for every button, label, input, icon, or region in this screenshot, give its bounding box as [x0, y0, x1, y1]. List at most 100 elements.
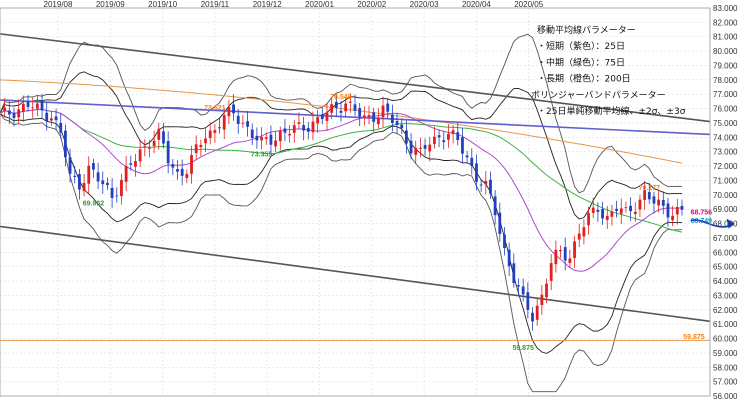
candle-body — [250, 129, 254, 139]
parameter-note: ・25日単純移動平均線、±2σ、±3σ — [537, 105, 686, 117]
candle-body — [134, 160, 137, 167]
y-tick-label: 83.000 — [713, 4, 738, 13]
candle-body — [498, 212, 502, 234]
candle-body — [619, 208, 623, 214]
candle-body — [283, 128, 287, 133]
candle-body — [633, 211, 637, 214]
candle-body — [643, 190, 647, 200]
candle-body — [428, 144, 432, 152]
candle-body — [246, 121, 249, 127]
y-tick-label: 59.000 — [713, 349, 738, 358]
candle-body — [573, 241, 576, 258]
candle-body — [545, 283, 548, 298]
candle-body — [512, 263, 516, 284]
candle-body — [671, 215, 675, 221]
candle-body — [110, 187, 114, 198]
candle-body — [615, 208, 618, 212]
candle-body — [638, 199, 642, 210]
candle-body — [507, 249, 511, 267]
price-label: 76.540 — [330, 94, 352, 101]
candle-body — [624, 207, 628, 209]
candle-body — [442, 140, 446, 143]
candle-body — [129, 163, 133, 165]
price-label: 69.962 — [83, 200, 105, 207]
candle-body — [554, 249, 558, 265]
candle-body — [605, 215, 609, 221]
candle-body — [96, 172, 100, 182]
x-tick-label: 2020/02 — [357, 0, 386, 9]
candle-body — [92, 163, 95, 170]
x-tick-label: 2019/09 — [96, 0, 125, 9]
candle-body — [274, 140, 277, 147]
candle-body — [540, 294, 544, 306]
x-tick-label: 2020/01 — [305, 0, 334, 9]
candle-body — [325, 112, 329, 121]
price-label: 59.875 — [512, 345, 534, 352]
candle-body — [568, 258, 572, 263]
candle-body — [559, 249, 562, 252]
candle-body — [40, 100, 44, 111]
candle-body — [208, 130, 212, 138]
x-tick-label: 2019/12 — [253, 0, 282, 9]
candle-body — [390, 114, 394, 123]
candle-body — [475, 163, 478, 182]
candlesticks — [0, 93, 684, 331]
candle-body — [194, 144, 198, 154]
candle-body — [409, 140, 413, 154]
candle-body — [353, 104, 357, 111]
y-tick-label: 77.000 — [713, 90, 738, 99]
candle-body — [652, 196, 656, 204]
candle-body — [311, 121, 315, 133]
candle-body — [437, 135, 441, 138]
price-label: 73.621 — [204, 105, 226, 112]
candle-body — [582, 227, 586, 237]
candle-body — [376, 117, 380, 125]
candle-body — [180, 168, 184, 176]
candle-body — [31, 107, 35, 109]
candle-body — [171, 164, 175, 168]
candle-body — [489, 179, 492, 194]
candle-body — [157, 128, 161, 140]
candle-body — [166, 140, 170, 164]
candle-body — [7, 110, 11, 115]
price-annotations: 69.96273.62173.35576.54070.17768.75668.7… — [83, 94, 735, 352]
forecast-arrow-head — [726, 218, 735, 229]
candle-body — [358, 108, 362, 117]
y-tick-label: 76.000 — [713, 105, 738, 114]
candle-body — [21, 103, 25, 112]
candle-body — [680, 205, 684, 210]
candle-body — [278, 130, 282, 142]
candle-body — [162, 131, 165, 144]
candle-body — [661, 199, 665, 206]
candle-body — [26, 101, 30, 107]
candle-body — [451, 130, 455, 134]
candle-body — [587, 213, 590, 226]
y-tick-label: 58.000 — [713, 363, 738, 372]
channel-mid-line — [0, 99, 711, 136]
candle-body — [404, 130, 408, 144]
candle-body — [54, 116, 58, 121]
candle-body — [675, 206, 679, 215]
candle-body — [461, 137, 464, 154]
candle-body — [479, 184, 483, 186]
candle-body — [320, 114, 324, 119]
candle-body — [414, 147, 418, 155]
channel-upper-line — [0, 33, 711, 123]
candle-body — [362, 115, 366, 118]
y-tick-label: 64.000 — [713, 277, 738, 286]
y-tick-label: 57.000 — [713, 378, 738, 387]
axes: 56.000 57.000 58.000 59.000 60.000 61.000 62.0… — [0, 0, 738, 401]
plot-frame — [0, 7, 711, 397]
candle-body — [610, 211, 614, 217]
x-tick-label: 2019/08 — [44, 0, 73, 9]
candle-body — [143, 146, 147, 148]
candle-body — [236, 115, 240, 124]
candle-body — [218, 127, 221, 129]
channel-lower-line — [0, 225, 711, 323]
candle-body — [493, 196, 497, 216]
candle-body — [101, 180, 105, 185]
y-tick-label: 81.000 — [713, 33, 738, 42]
candle-body — [521, 286, 525, 295]
